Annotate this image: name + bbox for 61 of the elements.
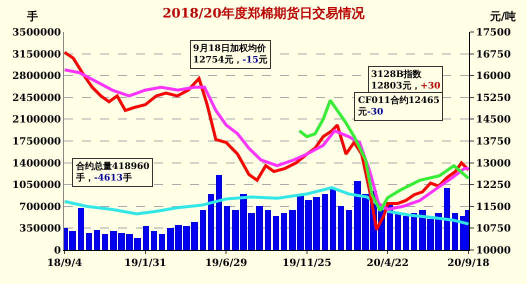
bar	[444, 188, 450, 250]
bar	[94, 230, 100, 250]
bar	[159, 234, 165, 250]
bar	[330, 188, 336, 250]
y2-tick-label: 11500	[476, 202, 511, 213]
bar	[216, 175, 222, 250]
y2-tick-label: 15250	[476, 92, 511, 104]
annotation: CF011合约12465 元-30	[357, 95, 440, 118]
y-tick-label: 2800000	[12, 71, 62, 82]
x-tick-label: 19/6/29	[205, 258, 248, 269]
y2-tick-label: 13000	[476, 158, 511, 170]
y-tick-label: 1050000	[12, 180, 62, 192]
y2-tick-label: 14500	[476, 114, 511, 126]
bar	[346, 210, 352, 250]
y2-tick-label: 16750	[476, 49, 511, 60]
y2-axis-title: 元/吨	[489, 10, 516, 23]
bar	[151, 231, 157, 250]
annotation: 合约总量418960 手，-4613手	[75, 161, 150, 184]
y2-tick-label: 10750	[476, 224, 511, 235]
line-series	[64, 68, 469, 211]
bar	[102, 234, 108, 250]
bar	[78, 208, 84, 250]
y-tick-label: 2100000	[12, 114, 62, 126]
x-tick-label: 19/1/31	[124, 258, 166, 269]
x-tick-label: 20/9/18	[447, 258, 490, 269]
y2-tick-label: 17500	[476, 28, 511, 38]
y2-tick-label: 12250	[476, 180, 511, 192]
y2-tick-label: 16000	[476, 71, 511, 82]
y-tick-label: 3150000	[12, 49, 62, 60]
bar	[200, 210, 206, 250]
y-tick-label: 350000	[19, 224, 62, 235]
bar	[273, 216, 279, 250]
bar	[86, 233, 92, 250]
y-tick-label: 0	[54, 246, 62, 256]
bar	[338, 206, 344, 250]
y-tick-label: 3500000	[12, 28, 62, 38]
bar	[224, 206, 230, 250]
chart-title: 2018/20年度郑棉期货日交易情况	[162, 6, 366, 22]
y2-tick-label: 13750	[476, 136, 511, 148]
annotation: 9月18日加权均价 12754元，-15元	[193, 43, 268, 66]
x-tick-label: 19/11/25	[282, 258, 332, 269]
x-tick-label: 18/9/4	[46, 258, 82, 269]
bar	[265, 210, 271, 250]
annotation: 3128B指数 12803元，+30	[371, 69, 440, 92]
y-axis-title: 手	[26, 10, 38, 23]
bar	[395, 213, 401, 250]
bar	[411, 213, 417, 250]
bar	[208, 194, 214, 250]
bar	[452, 213, 458, 250]
y-tick-label: 1750000	[12, 136, 62, 148]
y-tick-label: 1400000	[12, 158, 62, 170]
y2-tick-label: 10000	[476, 246, 511, 256]
y-tick-label: 2450000	[12, 92, 62, 104]
bar	[403, 216, 409, 250]
bar	[281, 213, 287, 250]
bar	[322, 194, 328, 250]
y-tick-label: 700000	[19, 202, 62, 213]
line-series	[64, 50, 469, 232]
line-series	[64, 186, 469, 226]
x-tick-label: 20/4/22	[366, 258, 409, 269]
bar	[143, 226, 149, 250]
